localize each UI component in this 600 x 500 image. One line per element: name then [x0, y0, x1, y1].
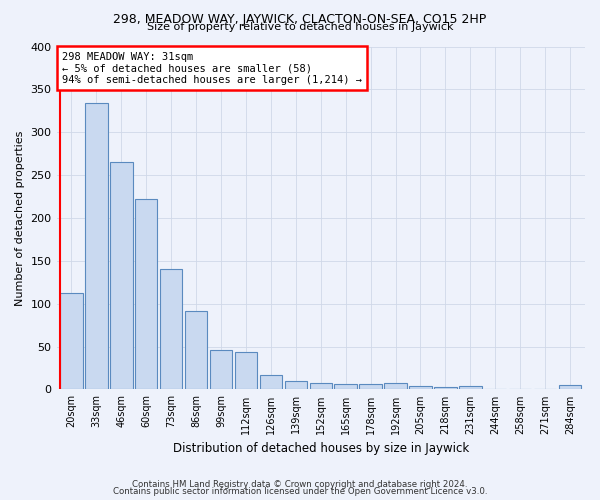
Bar — [409, 386, 431, 390]
Bar — [185, 310, 208, 390]
Bar — [359, 384, 382, 390]
Bar — [160, 268, 182, 390]
Text: Contains HM Land Registry data © Crown copyright and database right 2024.: Contains HM Land Registry data © Crown c… — [132, 480, 468, 489]
Bar — [110, 162, 133, 390]
Bar — [459, 386, 482, 390]
Bar — [135, 199, 157, 390]
Bar — [385, 382, 407, 390]
Text: Size of property relative to detached houses in Jaywick: Size of property relative to detached ho… — [147, 22, 453, 32]
Text: Contains public sector information licensed under the Open Government Licence v3: Contains public sector information licen… — [113, 488, 487, 496]
Bar — [310, 384, 332, 390]
Bar — [60, 292, 83, 390]
Y-axis label: Number of detached properties: Number of detached properties — [15, 130, 25, 306]
Bar — [235, 352, 257, 390]
Bar — [260, 375, 282, 390]
Bar — [334, 384, 357, 390]
Text: 298, MEADOW WAY, JAYWICK, CLACTON-ON-SEA, CO15 2HP: 298, MEADOW WAY, JAYWICK, CLACTON-ON-SEA… — [113, 12, 487, 26]
Text: 298 MEADOW WAY: 31sqm
← 5% of detached houses are smaller (58)
94% of semi-detac: 298 MEADOW WAY: 31sqm ← 5% of detached h… — [62, 52, 362, 85]
X-axis label: Distribution of detached houses by size in Jaywick: Distribution of detached houses by size … — [173, 442, 469, 455]
Bar — [284, 381, 307, 390]
Bar — [85, 103, 107, 390]
Bar — [210, 350, 232, 390]
Bar — [559, 385, 581, 390]
Bar — [434, 387, 457, 390]
